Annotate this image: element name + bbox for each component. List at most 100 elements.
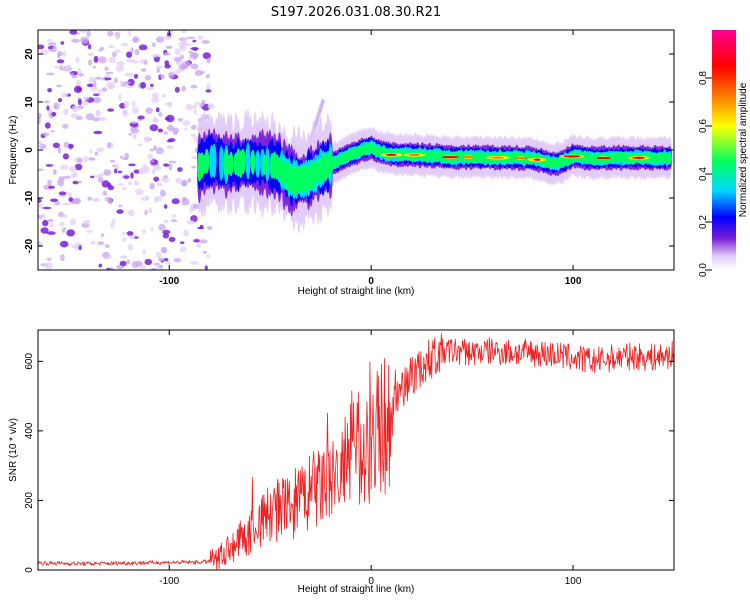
noise-blob	[144, 75, 152, 81]
noise-blob	[128, 133, 133, 136]
noise-blob	[107, 30, 114, 37]
noise-blob	[114, 168, 118, 174]
noise-blob	[192, 203, 200, 209]
noise-blob	[117, 183, 124, 187]
noise-blob	[62, 50, 67, 58]
noise-blob	[114, 163, 120, 170]
noise-blob	[165, 45, 173, 49]
noise-blob	[206, 226, 213, 230]
noise-blob	[153, 145, 157, 151]
noise-blob	[76, 87, 82, 92]
noise-blob	[185, 104, 194, 111]
noise-blob	[126, 259, 131, 265]
noise-blob	[47, 42, 57, 47]
noise-blob	[182, 120, 191, 127]
ridge-segment	[218, 145, 224, 181]
noise-blob	[79, 30, 88, 33]
noise-blob	[61, 92, 68, 98]
noise-blob	[86, 30, 91, 38]
noise-blob	[151, 92, 159, 99]
noise-blob	[98, 48, 102, 52]
noise-blob	[163, 204, 168, 209]
noise-blob	[74, 163, 83, 171]
noise-blob	[89, 241, 95, 245]
noise-blob	[187, 177, 192, 183]
ridge-segment	[262, 154, 268, 175]
noise-blob	[140, 68, 147, 72]
noise-blob	[85, 113, 95, 121]
noise-blob	[202, 52, 211, 60]
x-tick-label: 100	[565, 276, 582, 287]
noise-blob	[131, 107, 140, 114]
noise-blob	[63, 175, 71, 179]
snr-axes: -100 0 100 0 200 400 600	[24, 330, 674, 587]
noise-blob	[195, 244, 202, 248]
snr-frame	[37, 329, 675, 571]
noise-blob	[71, 105, 79, 113]
noise-blob	[126, 231, 134, 236]
noise-blob	[112, 218, 116, 223]
noise-blob	[143, 136, 151, 143]
noise-blob	[75, 56, 80, 63]
noise-blob	[88, 59, 92, 66]
noise-blob	[142, 229, 147, 234]
noise-blob	[122, 157, 129, 161]
ridge-peak-core	[563, 155, 581, 158]
noise-blob	[121, 42, 129, 47]
noise-blob	[186, 43, 193, 46]
y-tick-label: 0	[24, 147, 35, 153]
noise-blob	[131, 100, 136, 108]
noise-blob	[174, 86, 180, 93]
noise-blob	[109, 267, 115, 270]
noise-blob	[85, 230, 94, 233]
noise-blob	[123, 100, 130, 109]
noise-blob	[68, 143, 74, 149]
noise-blob	[75, 80, 81, 87]
noise-blob	[59, 240, 69, 248]
noise-blob	[180, 241, 185, 244]
colorbar-tick-label: 0.8	[698, 71, 709, 85]
spectrogram-x-label: Height of straight line (km)	[298, 286, 415, 297]
noise-blob	[181, 30, 187, 34]
noise-blob	[135, 188, 144, 196]
noise-blob	[133, 169, 140, 174]
noise-blob	[57, 147, 62, 154]
noise-blob	[205, 89, 212, 93]
noise-blob	[155, 147, 164, 155]
noise-blob	[173, 258, 182, 263]
ridge-peak-core	[596, 156, 611, 160]
noise-blob	[138, 167, 144, 175]
noise-blob	[92, 65, 97, 69]
noise-blob	[88, 44, 92, 50]
noise-blob	[181, 198, 190, 206]
noise-blob	[144, 258, 153, 266]
noise-blob	[93, 130, 103, 135]
noise-blob	[44, 262, 53, 270]
noise-blob	[68, 192, 72, 198]
noise-blob	[92, 96, 102, 104]
noise-blob	[98, 116, 107, 122]
snr-x-label: Height of straight line (km)	[298, 584, 415, 595]
y-tick-label: 20	[24, 48, 35, 60]
noise-blob	[145, 107, 153, 114]
noise-blob	[70, 244, 78, 249]
noise-blob	[86, 83, 94, 88]
noise-blob	[189, 205, 194, 213]
noise-blob	[63, 141, 70, 148]
ridge-peak-core	[533, 158, 541, 161]
artifact-blob	[320, 99, 325, 105]
noise-blob	[132, 60, 140, 64]
noise-blob	[70, 113, 79, 119]
noise-blob	[125, 72, 134, 77]
snr-y-label: SNR (10 * v/v)	[8, 418, 19, 482]
noise-blob	[46, 39, 53, 42]
noise-blob	[168, 163, 173, 171]
noise-blob	[206, 57, 211, 64]
noise-blob	[45, 72, 55, 76]
noise-blob	[158, 223, 166, 232]
ridge-segment	[255, 149, 261, 178]
noise-blob	[96, 147, 105, 153]
noise-blob	[72, 171, 78, 178]
noise-blob	[100, 233, 105, 237]
noise-blob	[158, 257, 165, 262]
